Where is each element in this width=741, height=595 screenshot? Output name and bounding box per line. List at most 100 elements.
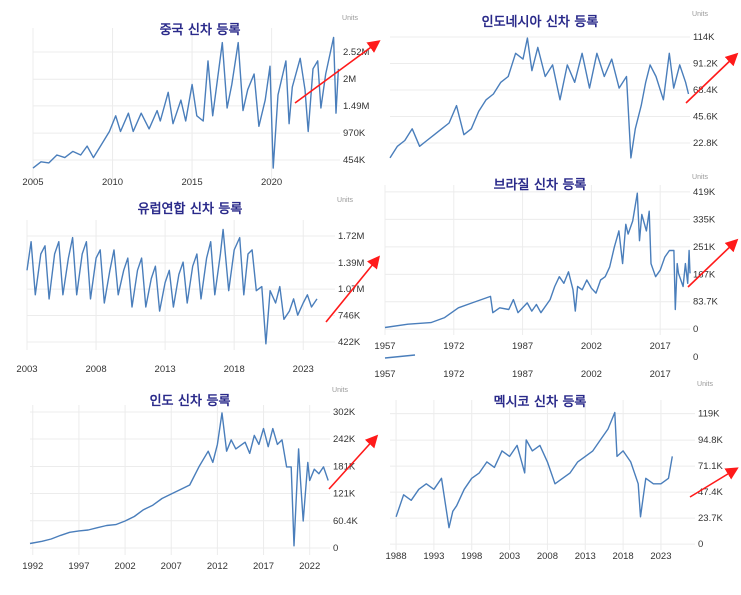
x-tick-label: 2008: [537, 551, 558, 562]
chart-panel: 422K 746K 1.07M 1.39M 1.72M 2003 2008 2013 2018 2…: [16, 197, 381, 375]
chart-title: 중국 신차 등록: [160, 22, 241, 38]
chart-panel: 0 23.7K 47.4K 71.1K 94.8K 119K 1988 1993 1998 200…: [385, 381, 739, 562]
y-tick-label: 83.7K: [693, 297, 718, 308]
navigator-line[interactable]: [384, 354, 416, 359]
series-line: [389, 37, 690, 159]
y-tick-label: 71.1K: [698, 461, 723, 472]
y-tick-label: 454K: [343, 155, 366, 166]
chart-title: 유럽연합 신차 등록: [138, 201, 243, 217]
x-tick-label: 2002: [115, 561, 136, 572]
y-tick-label: 746K: [338, 311, 361, 322]
x-tick-label: 2023: [293, 364, 314, 375]
y-tick-label: 242K: [333, 434, 356, 445]
x-tick-label: 2002: [581, 341, 602, 352]
navigator-x-label: 2017: [650, 369, 671, 380]
series-line: [395, 411, 673, 529]
units-label: Units: [692, 11, 708, 18]
y-tick-label: 0: [698, 539, 703, 550]
trend-arrow: [687, 238, 739, 288]
x-tick-label: 2003: [16, 364, 37, 375]
x-tick-label: 2018: [613, 551, 634, 562]
x-tick-label: 2013: [155, 364, 176, 375]
y-tick-label: 91.2K: [693, 58, 718, 69]
y-tick-label: 0: [333, 543, 338, 554]
y-tick-label: 167K: [693, 269, 716, 280]
y-tick-label: 47.4K: [698, 487, 723, 498]
series-line: [32, 36, 340, 169]
x-tick-label: 2003: [499, 551, 520, 562]
chart-title: 인도 신차 등록: [150, 393, 231, 409]
y-tick-label: 2.52M: [343, 47, 369, 58]
chart-panel: 0 60.4K 121K 181K 242K 302K 1992 1997 2002 2007 20…: [22, 387, 379, 572]
y-tick-label: 422K: [338, 337, 361, 348]
y-tick-label: 121K: [333, 489, 356, 500]
x-tick-label: 2012: [207, 561, 228, 572]
y-tick-label: 23.7K: [698, 513, 723, 524]
y-tick-label: 45.6K: [693, 112, 718, 123]
trend-arrow: [689, 467, 739, 498]
y-tick-label: 302K: [333, 407, 356, 418]
trend-arrow: [325, 255, 381, 323]
x-tick-label: 1957: [374, 341, 395, 352]
x-tick-label: 1997: [68, 561, 89, 572]
units-label: Units: [697, 381, 713, 388]
series-line: [384, 192, 691, 329]
series-line: [29, 412, 329, 547]
x-tick-label: 2017: [650, 341, 671, 352]
chart-panel: 0 83.7K 167K 251K 335K 419K 1957 1972 1987 2002 20…: [374, 174, 739, 380]
chart-panel: 454K 970K 1.49M 2M 2.52M 2005 2010 2015 2020 Unit…: [22, 15, 381, 188]
trend-arrow: [294, 40, 381, 104]
y-tick-label: 0: [693, 324, 698, 335]
y-tick-label: 1.72M: [338, 231, 364, 242]
units-label: Units: [332, 387, 348, 394]
navigator-x-label: 2002: [581, 369, 602, 380]
y-tick-label: 114K: [693, 32, 715, 43]
x-tick-label: 2018: [224, 364, 245, 375]
y-tick-label: 1.39M: [338, 258, 364, 269]
y-tick-label: 251K: [693, 242, 716, 253]
chart-panel: 22.8K 45.6K 68.4K 91.2K 114K Units 인도네시아 신차 등록: [389, 11, 739, 159]
y-tick-label: 60.4K: [333, 516, 358, 527]
x-tick-label: 2008: [85, 364, 106, 375]
y-tick-label: 2M: [343, 74, 356, 85]
navigator-x-label: 1987: [512, 369, 533, 380]
x-tick-label: 1988: [385, 551, 406, 562]
y-tick-label: 1.49M: [343, 101, 369, 112]
x-tick-label: 1998: [461, 551, 482, 562]
x-tick-label: 2020: [261, 177, 282, 188]
x-tick-label: 2017: [253, 561, 274, 572]
series-line: [26, 228, 318, 345]
y-tick-label: 1.07M: [338, 284, 364, 295]
x-tick-label: 2022: [299, 561, 320, 572]
units-label: Units: [692, 174, 708, 181]
navigator-x-label: 1972: [443, 369, 464, 380]
y-tick-label: 970K: [343, 128, 366, 139]
x-tick-label: 1992: [22, 561, 43, 572]
chart-title: 멕시코 신차 등록: [494, 394, 587, 410]
y-tick-label: 68.4K: [693, 85, 718, 96]
navigator-y-label: 0: [693, 352, 698, 363]
y-tick-label: 181K: [333, 461, 356, 472]
chart-title: 인도네시아 신차 등록: [482, 14, 599, 30]
trend-arrow: [328, 434, 379, 490]
chart-title: 브라질 신차 등록: [494, 177, 587, 193]
x-tick-label: 2007: [161, 561, 182, 572]
units-label: Units: [342, 15, 358, 22]
x-tick-label: 1993: [423, 551, 444, 562]
y-tick-label: 94.8K: [698, 435, 723, 446]
y-tick-label: 335K: [693, 214, 716, 225]
y-tick-label: 119K: [698, 409, 720, 420]
x-tick-label: 1987: [512, 341, 533, 352]
trend-arrow: [685, 52, 739, 104]
units-label: Units: [337, 197, 353, 204]
y-tick-label: 419K: [693, 187, 716, 198]
x-tick-label: 2010: [102, 177, 123, 188]
x-tick-label: 2023: [650, 551, 671, 562]
x-tick-label: 2005: [22, 177, 43, 188]
x-tick-label: 2013: [575, 551, 596, 562]
x-tick-label: 2015: [181, 177, 202, 188]
y-tick-label: 22.8K: [693, 138, 718, 149]
x-tick-label: 1972: [443, 341, 464, 352]
navigator-x-label: 1957: [374, 369, 395, 380]
